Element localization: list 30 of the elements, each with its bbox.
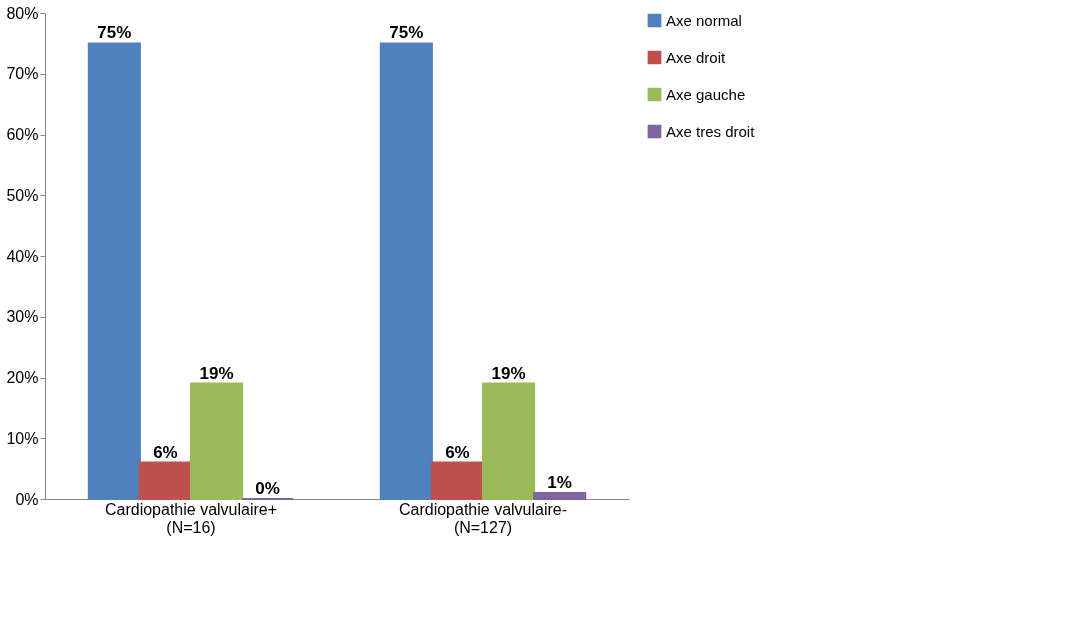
y-tick-label: 80%: [6, 4, 39, 22]
y-tick-label: 60%: [6, 126, 39, 143]
y-tick-label: 40%: [6, 247, 39, 265]
data-label: 1%: [547, 472, 572, 492]
data-label: 75%: [97, 23, 132, 43]
y-tick-label: 10%: [6, 429, 39, 447]
bar: [482, 382, 536, 500]
y-tick-label: 50%: [6, 186, 39, 204]
data-label: 6%: [445, 442, 470, 462]
data-label: 19%: [491, 363, 526, 383]
bar: [430, 461, 484, 500]
bar: [533, 491, 587, 500]
y-tick-label: 70%: [6, 65, 39, 83]
data-label: 0%: [255, 479, 280, 498]
bar: [190, 382, 244, 500]
bar: [138, 461, 192, 500]
bar: [87, 42, 141, 500]
data-label: 6%: [153, 442, 178, 462]
legend-label: Axe tres droit: [666, 122, 756, 140]
bar: [379, 42, 433, 500]
legend-label: Axe normal: [666, 11, 742, 29]
data-label: 19%: [199, 363, 234, 383]
x-tick-label: Cardiopathie valvulaire- (N=127): [398, 500, 568, 536]
legend-label: Axe droit: [666, 48, 727, 66]
x-tick-label: Cardiopathie valvulaire+ (N=16): [104, 500, 278, 536]
legend-label: Axe gauche: [666, 85, 746, 103]
y-tick-label: 0%: [15, 490, 39, 508]
y-tick-label: 20%: [6, 369, 39, 386]
data-label: 75%: [389, 23, 424, 43]
y-tick-label: 30%: [6, 308, 39, 326]
